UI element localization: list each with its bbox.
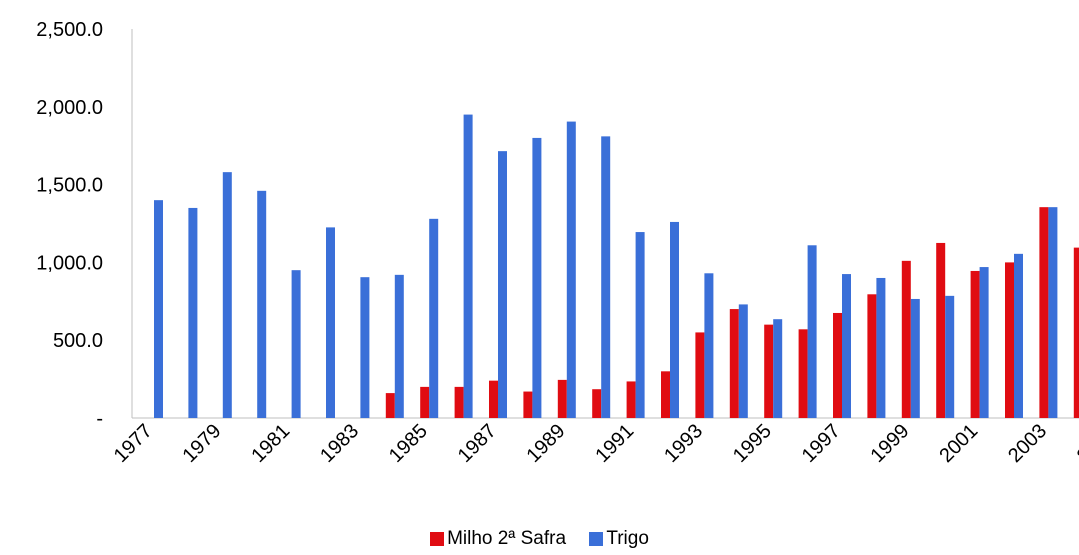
x-tick-label: 1989 (523, 420, 570, 467)
x-tick-label: 1979 (179, 420, 226, 467)
bar-trigo (326, 227, 335, 418)
legend-label-milho: Milho 2ª Safra (447, 528, 567, 549)
bar-milho (833, 312, 842, 418)
x-tick-label: 2005 (1073, 420, 1079, 467)
x-tick-label: 1995 (729, 420, 776, 467)
bar-milho (489, 380, 498, 418)
bar-trigo (1048, 207, 1058, 418)
legend-swatch-milho (430, 532, 445, 546)
bar-milho (970, 270, 980, 418)
bar-milho (420, 386, 430, 418)
bar-trigo (429, 218, 439, 418)
y-axis-tick-labels: - 500.0 1,000.0 1,500.0 2,000.0 2,500.0 (36, 19, 103, 430)
y-tick-label: 500.0 (53, 330, 103, 352)
x-tick-label: 1997 (798, 420, 845, 467)
bar-milho (1073, 247, 1079, 418)
bar-milho (557, 379, 567, 418)
x-tick-label: 1991 (591, 420, 638, 467)
x-tick-label: 1983 (316, 420, 363, 467)
legend-item-trigo: Trigo (589, 528, 649, 550)
x-tick-label: 1987 (454, 420, 501, 467)
bar-milho (626, 381, 636, 418)
x-tick-label: 1977 (110, 420, 157, 467)
y-tick-label: - (96, 408, 103, 430)
bar-milho (1039, 207, 1049, 418)
bar-milho (1005, 262, 1014, 418)
bar-chart: -500.01,000.01,500.02,000.02,500.0 1977 1… (36, 19, 1079, 467)
x-tick-label: 1981 (247, 420, 294, 467)
x-tick-label: 1985 (385, 420, 432, 467)
bar-trigo (842, 274, 851, 418)
bar-trigo (566, 121, 576, 418)
legend: Milho 2ª Safra Trigo (0, 528, 1079, 552)
bar-trigo (1014, 253, 1023, 418)
legend-swatch-trigo (589, 532, 604, 546)
bar-trigo (807, 245, 817, 418)
bar-trigo (945, 295, 955, 418)
bar-trigo (154, 200, 163, 418)
bar-trigo (291, 270, 301, 418)
bar-trigo (394, 274, 404, 418)
bar-trigo (738, 304, 748, 418)
x-axis-tick-labels: 1977 1979 1981 1983 1985 1987 1989 1991 1993 1995… (110, 420, 1079, 467)
bars (154, 114, 1079, 419)
bar-milho (385, 393, 395, 418)
bar-milho (867, 294, 877, 418)
bar-milho (523, 391, 533, 418)
y-tick-label: 1,500.0 (36, 175, 103, 197)
bar-trigo (910, 298, 920, 418)
x-tick-label: 1993 (660, 420, 707, 467)
bar-milho (798, 329, 808, 418)
y-tick-label: 2,000.0 (36, 97, 103, 119)
bar-milho (936, 242, 946, 418)
x-tick-label: 1999 (867, 420, 914, 467)
bar-trigo (979, 267, 989, 418)
bar-milho (454, 386, 464, 418)
x-tick-label: 2003 (1004, 420, 1051, 467)
bar-trigo (360, 277, 370, 418)
legend-item-milho: Milho 2ª Safra (430, 528, 566, 550)
bar-trigo (498, 151, 507, 418)
bar-milho (592, 389, 602, 418)
bar-milho (695, 332, 705, 418)
bar-trigo (532, 137, 542, 419)
y-tick-label: 1,000.0 (36, 252, 103, 274)
bar-milho (901, 260, 911, 418)
bar-trigo (601, 136, 611, 418)
bar-milho (661, 371, 670, 418)
y-tick-label: 2,500.0 (36, 19, 103, 41)
bar-trigo (773, 319, 783, 418)
bar-milho (729, 309, 739, 418)
bar-trigo (670, 221, 679, 418)
bar-trigo (257, 190, 267, 418)
bar-trigo (222, 172, 232, 418)
bar-trigo (635, 232, 645, 418)
bar-trigo (876, 277, 886, 418)
bar-milho (764, 324, 774, 418)
bar-trigo (188, 207, 198, 418)
x-tick-label: 2001 (935, 420, 982, 467)
bar-trigo (463, 114, 473, 418)
bar-trigo (704, 273, 714, 418)
legend-label-trigo: Trigo (606, 528, 649, 549)
